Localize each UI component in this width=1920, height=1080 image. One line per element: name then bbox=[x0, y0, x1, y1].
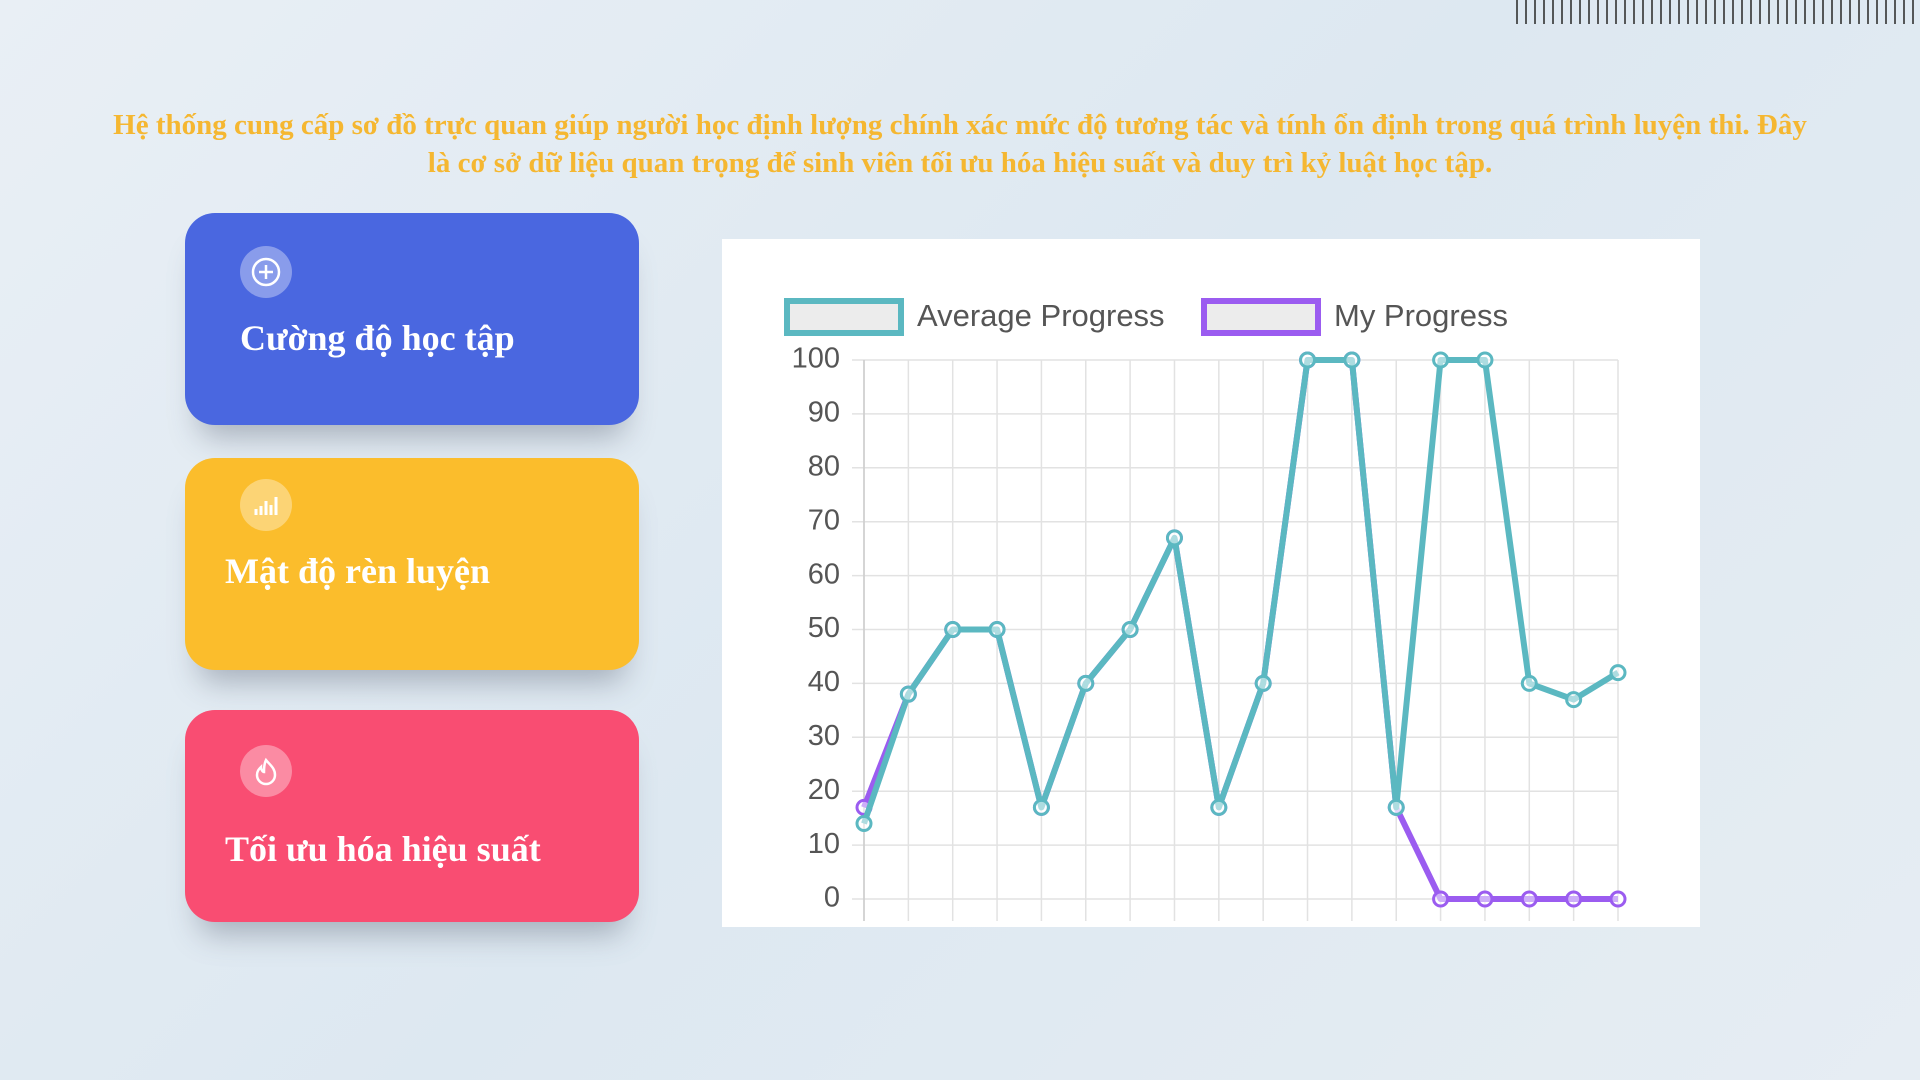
data-point bbox=[1609, 890, 1627, 908]
y-tick-label: 40 bbox=[808, 666, 840, 698]
icon bbox=[240, 246, 292, 298]
icon-flame bbox=[255, 757, 277, 786]
data-point bbox=[1565, 890, 1583, 908]
card-title: Tối ưu hóa hiệu suất bbox=[225, 829, 541, 869]
card[interactable]: Cường độ học tập bbox=[185, 213, 639, 425]
description: Hệ thống cung cấp sơ đồ trực quan giúp n… bbox=[113, 109, 1807, 179]
data-point bbox=[1165, 529, 1183, 547]
y-tick-label: 50 bbox=[808, 612, 840, 644]
y-tick-label: 100 bbox=[792, 343, 840, 375]
legend-label: My Progress bbox=[1334, 298, 1508, 333]
icon-bars bbox=[254, 497, 278, 515]
icon bbox=[240, 745, 292, 797]
data-point bbox=[1387, 798, 1405, 816]
legend-swatch bbox=[784, 298, 904, 336]
data-point bbox=[1077, 674, 1095, 692]
ruler-decoration bbox=[1516, 0, 1920, 24]
series-line bbox=[861, 357, 1620, 825]
data-point bbox=[1121, 621, 1139, 638]
data-point bbox=[1520, 890, 1538, 908]
card-title: Mật độ rèn luyện bbox=[225, 551, 490, 591]
data-point bbox=[1432, 351, 1450, 369]
data-point bbox=[1476, 351, 1494, 369]
data-point bbox=[1032, 798, 1050, 816]
data-point bbox=[1432, 890, 1450, 908]
legend-label: Average Progress bbox=[917, 298, 1165, 333]
card[interactable]: Tối ưu hóa hiệu suất bbox=[185, 710, 639, 922]
data-point bbox=[988, 621, 1006, 638]
data-point bbox=[1210, 798, 1228, 816]
y-tick-label: 80 bbox=[808, 450, 840, 482]
data-point bbox=[1609, 664, 1627, 682]
chart: 0 10 20 30 40 50 60 70 80 90 100 Average Progress My… bbox=[784, 298, 1627, 921]
data-point bbox=[944, 621, 962, 638]
data-point bbox=[1343, 351, 1361, 369]
y-tick-label: 90 bbox=[808, 397, 840, 429]
icon-plus bbox=[251, 257, 281, 287]
y-tick-label: 70 bbox=[808, 504, 840, 536]
data-point bbox=[855, 815, 873, 833]
y-tick-label: 10 bbox=[808, 828, 840, 860]
data-point bbox=[1520, 674, 1538, 692]
y-tick-label: 60 bbox=[808, 558, 840, 590]
data-point bbox=[1254, 674, 1272, 692]
y-tick-label: 0 bbox=[824, 882, 840, 914]
card-title: Cường độ học tập bbox=[240, 318, 515, 358]
icon bbox=[240, 479, 292, 531]
data-point bbox=[899, 685, 917, 703]
y-tick-label: 20 bbox=[808, 774, 840, 806]
data-point bbox=[1299, 351, 1317, 369]
data-point bbox=[1565, 691, 1583, 709]
chart-panel: 0 10 20 30 40 50 60 70 80 90 100 Average Progress My… bbox=[722, 239, 1700, 927]
legend-swatch bbox=[1201, 298, 1321, 336]
y-tick-label: 30 bbox=[808, 720, 840, 752]
data-point bbox=[1476, 890, 1494, 908]
card[interactable]: Mật độ rèn luyện bbox=[185, 458, 639, 670]
